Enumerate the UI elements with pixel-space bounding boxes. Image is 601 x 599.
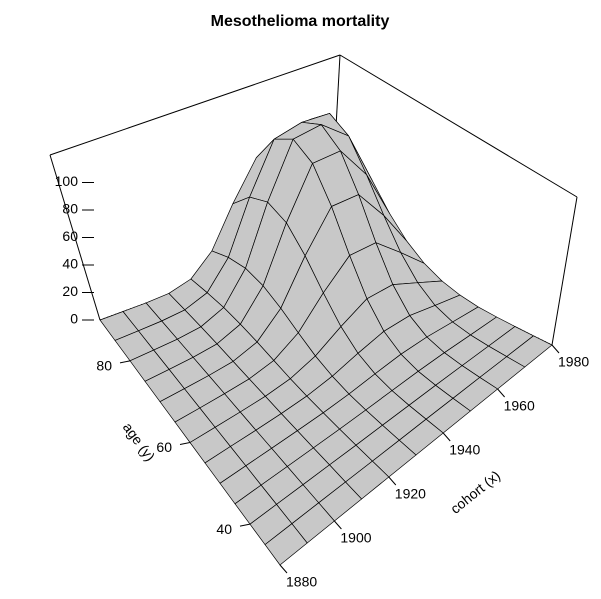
surface-facet: [264, 523, 308, 566]
x-tick-label: 1960: [504, 398, 535, 414]
y-tick-label: 40: [216, 521, 232, 537]
y-tick-label: 80: [96, 358, 112, 374]
z-tick-label: 80: [62, 201, 78, 217]
x-tick: [551, 344, 560, 354]
y-axis-label: age (y): [120, 419, 159, 464]
x-tick-label: 1900: [340, 530, 371, 546]
z-tick-label: 60: [62, 228, 78, 244]
x-axis-label: cohort (x): [447, 467, 503, 517]
box-edge: [551, 196, 578, 346]
x-tick-label: 1880: [286, 574, 317, 590]
x-tick: [388, 476, 397, 486]
y-tick: [179, 442, 191, 445]
z-tick-label: 100: [55, 173, 79, 189]
y-tick: [119, 360, 131, 364]
y-tick-label: 60: [156, 439, 172, 455]
x-tick-label: 1940: [449, 442, 480, 458]
x-tick-label: 1980: [558, 354, 589, 370]
x-tick: [442, 432, 451, 442]
chart-title: Mesothelioma mortality: [211, 13, 390, 30]
box-edge: [49, 54, 341, 156]
x-tick: [334, 520, 342, 530]
y-tick: [239, 523, 251, 527]
z-tick-label: 40: [62, 256, 78, 272]
x-tick-label: 1920: [395, 486, 426, 502]
z-tick-label: 20: [62, 283, 78, 299]
z-tick-label: 0: [70, 311, 78, 327]
x-tick: [497, 388, 505, 398]
x-tick: [279, 564, 288, 574]
box-edge: [339, 54, 578, 198]
